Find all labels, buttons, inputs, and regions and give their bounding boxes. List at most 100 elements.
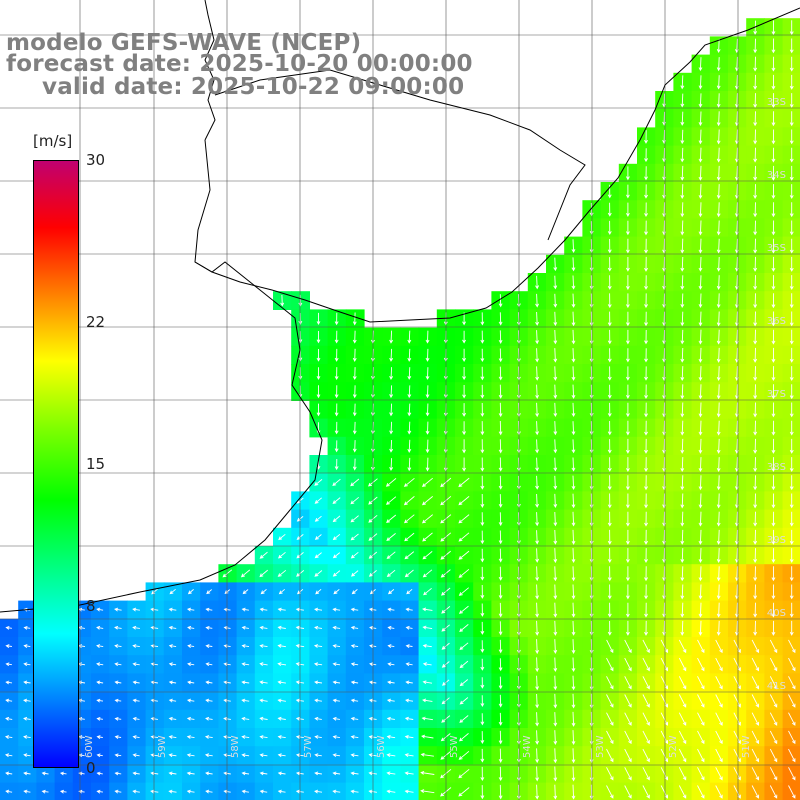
wind-arrow [5, 662, 12, 667]
wind-arrow [644, 148, 648, 163]
wind-arrow [241, 753, 250, 758]
wind-arrow [389, 385, 394, 399]
wind-arrow [535, 675, 540, 691]
longitude-label: 52W [668, 735, 679, 758]
wind-arrow [606, 730, 614, 745]
wind-arrow [241, 625, 249, 630]
wind-arrow [680, 620, 685, 636]
coastline-path [194, 7, 800, 323]
wind-arrow [753, 584, 758, 600]
wind-arrow [132, 771, 140, 776]
wind-arrow [334, 440, 339, 453]
wind-arrow [406, 588, 413, 595]
wind-arrow [480, 493, 485, 508]
wind-arrow [553, 529, 558, 545]
wind-arrow [680, 457, 685, 473]
wind-arrow [498, 402, 503, 418]
wind-arrow [553, 620, 558, 636]
wind-arrow [553, 311, 558, 327]
wind-arrow [553, 275, 558, 290]
wind-arrow [644, 457, 648, 473]
wind-arrow [660, 730, 669, 745]
wind-arrow [404, 569, 414, 578]
wind-arrow [751, 730, 760, 745]
wind-arrow [480, 475, 485, 490]
wind-arrow [458, 532, 470, 542]
wind-arrow [644, 493, 648, 509]
wind-arrow [186, 753, 195, 758]
wind-arrow [771, 38, 776, 54]
wind-arrow [386, 789, 396, 794]
wind-arrow [313, 662, 323, 667]
wind-arrow [607, 366, 612, 381]
wind-arrow [332, 698, 340, 703]
wind-arrow [168, 771, 177, 776]
wind-arrow [715, 639, 723, 654]
wind-arrow [771, 293, 776, 309]
wind-arrow [205, 607, 213, 612]
wind-arrow [241, 607, 249, 612]
wind-arrow [626, 438, 630, 454]
wind-arrow [535, 766, 540, 782]
wind-arrow [405, 607, 413, 612]
wind-arrow [716, 347, 721, 363]
wind-arrow [553, 548, 558, 564]
wind-arrow [316, 331, 321, 344]
wind-arrow [553, 730, 558, 745]
wind-arrow [423, 587, 432, 596]
wind-arrow [422, 680, 433, 685]
wind-arrow [716, 548, 721, 564]
wind-arrow [553, 511, 558, 527]
wind-arrow [352, 440, 357, 453]
wind-arrow [387, 589, 395, 595]
wind-arrow [277, 753, 286, 758]
wind-arrow [553, 384, 558, 399]
wind-arrow [241, 771, 250, 776]
wind-arrow [553, 348, 558, 363]
wind-arrow [660, 748, 669, 763]
wind-arrow [698, 384, 703, 400]
wind-arrow [789, 366, 794, 382]
wind-arrow [386, 551, 396, 560]
wind-arrow [698, 548, 703, 564]
wind-arrow [480, 766, 485, 782]
wind-arrow [771, 529, 776, 545]
wind-arrow [769, 730, 778, 745]
wind-arrow [223, 625, 231, 630]
wind-arrow [753, 475, 758, 491]
wind-arrow [480, 603, 485, 617]
wind-arrow [753, 275, 758, 291]
wind-arrow [716, 220, 721, 236]
wind-arrow [626, 329, 630, 345]
wind-arrow [259, 644, 268, 648]
wind-arrow [769, 694, 778, 708]
wind-arrow [150, 789, 159, 794]
wind-arrow [498, 748, 503, 763]
wind-arrow [259, 716, 268, 721]
wind-arrow [259, 680, 268, 685]
wind-arrow [716, 38, 721, 54]
wind-arrow [571, 748, 576, 764]
wind-arrow [314, 680, 323, 685]
wind-arrow [350, 789, 359, 794]
wind-arrow [716, 566, 721, 582]
wind-arrow [205, 698, 213, 703]
wind-arrow [680, 366, 685, 382]
wind-arrow [624, 767, 632, 781]
wind-arrow [421, 716, 433, 721]
wind-arrow [698, 420, 703, 436]
wind-arrow [223, 607, 231, 612]
wind-arrow [571, 402, 576, 418]
wind-arrow [422, 569, 433, 578]
wind-arrow [498, 512, 503, 527]
wind-arrow [789, 93, 794, 109]
wind-arrow [535, 293, 540, 308]
wind-arrow [425, 403, 430, 417]
wind-arrow [168, 680, 177, 685]
wind-arrow [459, 660, 469, 669]
wind-arrow [680, 184, 685, 200]
wind-arrow [733, 712, 741, 726]
wind-arrow [386, 716, 395, 721]
wind-arrow [753, 529, 758, 545]
wind-arrow [697, 748, 705, 763]
